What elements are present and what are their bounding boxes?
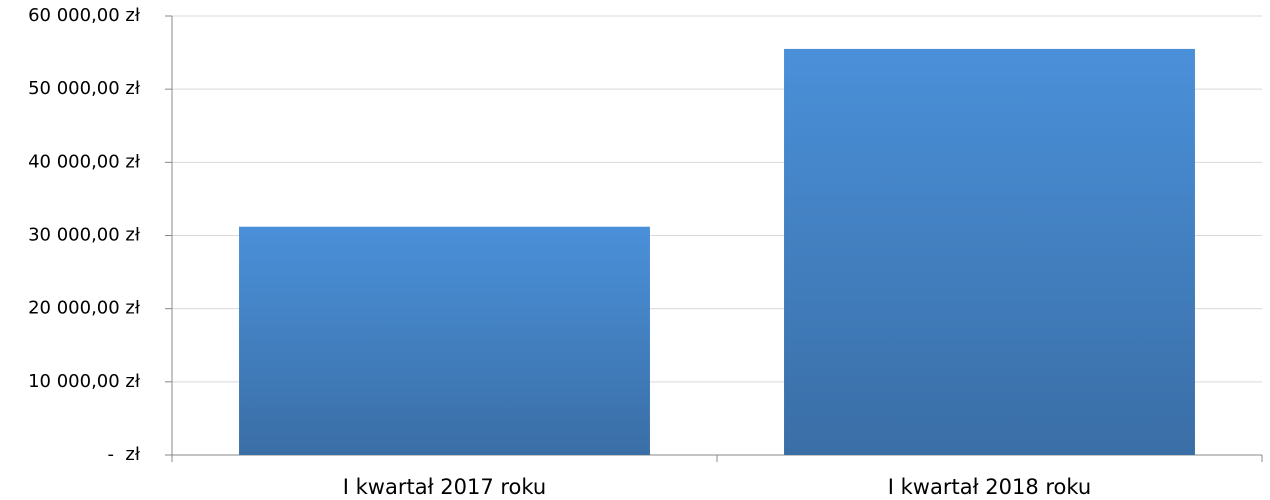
y-tick-label: 60 000,00 zł xyxy=(28,5,141,26)
y-tick-label: - zł xyxy=(107,444,140,465)
y-tick-label: 30 000,00 zł xyxy=(28,225,141,246)
x-tick-label: I kwartał 2017 roku xyxy=(343,475,546,499)
y-tick-label: 50 000,00 zł xyxy=(28,78,141,99)
x-tick-label: I kwartał 2018 roku xyxy=(888,475,1091,499)
y-tick-label: 40 000,00 zł xyxy=(28,151,141,172)
y-tick-label: 20 000,00 zł xyxy=(28,298,141,319)
y-tick-label: 10 000,00 zł xyxy=(28,371,141,392)
bar xyxy=(239,226,650,455)
bar xyxy=(784,48,1195,456)
